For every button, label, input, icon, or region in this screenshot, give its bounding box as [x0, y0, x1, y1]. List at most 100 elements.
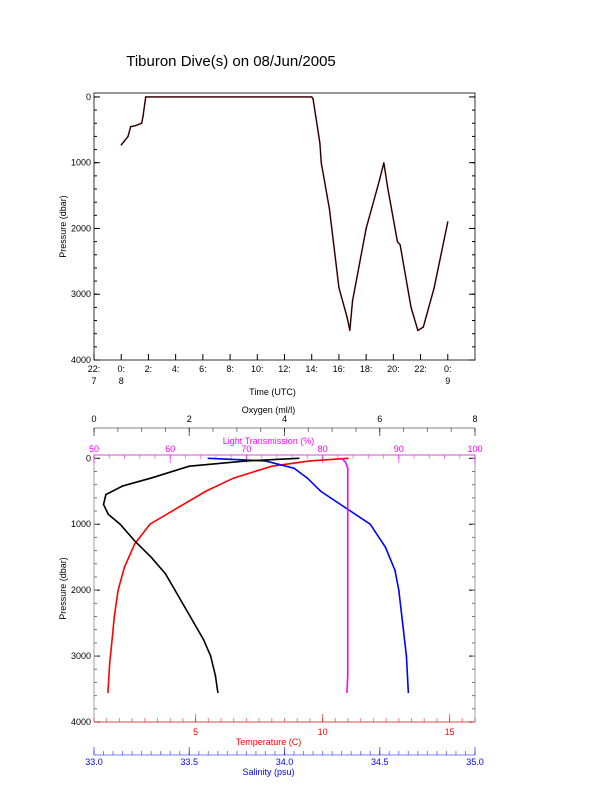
- chart-title: Tiburon Dive(s) on 08/Jun/2005: [126, 53, 336, 70]
- x-tick-label: 7: [91, 376, 96, 386]
- temperature-data-point: [110, 642, 113, 644]
- temperature-data-point: [133, 543, 136, 545]
- data-point: [417, 329, 419, 332]
- y-tick-label: 0: [86, 453, 91, 463]
- salinity-data-point: [369, 523, 372, 526]
- light-data-point: [346, 622, 349, 624]
- oxygen-tick-label: 4: [282, 414, 287, 424]
- salinity-data-point: [405, 655, 408, 657]
- x-tick-label: 2:: [145, 364, 153, 374]
- temperature-data-point: [117, 589, 119, 591]
- temperature-tick-label: 10: [318, 727, 328, 737]
- x-tick-label: 0:: [117, 364, 125, 374]
- light-data-point: [346, 691, 348, 694]
- temperature-data-point: [113, 615, 116, 618]
- light-data-point: [344, 461, 347, 464]
- x-tick-label: 20:: [387, 364, 400, 374]
- light-data-point: [346, 556, 349, 558]
- data-point: [315, 116, 317, 118]
- temperature-data-point: [108, 661, 111, 664]
- temperature-data-point: [347, 457, 349, 460]
- oxygen-data-point: [150, 477, 152, 479]
- data-point: [319, 142, 321, 144]
- x-tick-label: 22:: [88, 364, 101, 374]
- data-point: [433, 287, 435, 289]
- y-tick-label: 1000: [71, 519, 91, 529]
- salinity-tick-label: 34.0: [276, 757, 294, 767]
- x-axis-label: Time (UTC): [249, 387, 296, 397]
- x-tick-label: 10:: [251, 364, 264, 374]
- x-tick-label: 12:: [278, 364, 291, 374]
- light-transmission-tick-label: 70: [241, 444, 251, 454]
- x-tick-label: 22:: [414, 364, 427, 374]
- oxygen-data-point: [214, 675, 217, 677]
- data-point: [127, 135, 129, 138]
- temperature-data-point: [107, 691, 109, 694]
- oxygen-data-point: [183, 605, 186, 608]
- data-point: [338, 287, 340, 289]
- temperature-data-point: [271, 465, 273, 468]
- data-point: [383, 162, 385, 164]
- y-tick-label: 3000: [71, 289, 91, 299]
- x-tick-label: 4:: [172, 364, 180, 374]
- salinity-data-point: [319, 490, 322, 493]
- light-data-point: [346, 675, 349, 677]
- salinity-data-point: [398, 589, 400, 591]
- light-transmission-tick-label: 50: [89, 444, 99, 454]
- oxygen-data-point: [209, 655, 212, 657]
- data-point: [387, 188, 389, 190]
- light-transmission-tick-label: 90: [394, 444, 404, 454]
- y-tick-label: 3000: [71, 651, 91, 661]
- x-tick-label: 14:: [305, 364, 318, 374]
- light-data-point: [346, 490, 349, 493]
- series-line-shadow: [120, 96, 449, 332]
- data-point: [349, 329, 351, 332]
- x-tick-label: 6:: [199, 364, 207, 374]
- temperature-profile-line: [107, 457, 349, 693]
- salinity-data-point: [306, 477, 309, 479]
- data-point: [134, 125, 136, 127]
- light-profile-line: [341, 457, 349, 693]
- salinity-data-point: [207, 457, 210, 460]
- oxygen-data-point: [121, 485, 124, 487]
- temperature-data-point: [204, 490, 207, 493]
- oxygen-data-point: [217, 691, 219, 694]
- oxygen-tick-label: 8: [472, 414, 477, 424]
- oxygen-data-point: [102, 503, 105, 506]
- temperature-tick-label: 15: [445, 727, 455, 737]
- light-data-point: [346, 467, 349, 469]
- data-point: [311, 96, 313, 98]
- oxygen-data-point: [119, 523, 121, 526]
- data-point: [142, 116, 144, 118]
- temperature-tick-label: 5: [193, 727, 198, 737]
- y-axis-label: Pressure (dbar): [58, 195, 68, 258]
- oxygen-data-point: [188, 465, 191, 468]
- x-tick-label: 9: [445, 376, 450, 386]
- temperature-data-point: [149, 523, 151, 526]
- x-tick-label: 16:: [333, 364, 346, 374]
- temperature-data-point: [177, 506, 179, 509]
- x-tick-label: 8:: [226, 364, 234, 374]
- oxygen-data-point: [297, 457, 300, 460]
- data-point: [320, 162, 322, 164]
- temperature-data-point: [309, 460, 311, 462]
- temperature-data-point: [123, 566, 126, 568]
- data-point: [396, 241, 399, 243]
- temperature-data-point: [232, 477, 235, 479]
- light-transmission-tick-label: 80: [318, 444, 328, 454]
- oxygen-axis-label: Oxygen (ml/l): [242, 405, 296, 415]
- data-point: [312, 98, 314, 100]
- data-point: [130, 125, 132, 128]
- oxygen-data-point: [193, 622, 195, 624]
- oxygen-data-point: [164, 572, 167, 575]
- y-tick-label: 4000: [71, 355, 91, 365]
- salinity-tick-label: 34.5: [371, 757, 389, 767]
- plot-frame: [93, 454, 476, 723]
- oxygen-data-point: [105, 493, 107, 496]
- salinity-data-point: [293, 467, 295, 469]
- x-tick-label: 18:: [360, 364, 373, 374]
- light-data-point: [340, 457, 343, 460]
- y-tick-label: 2000: [71, 585, 91, 595]
- oxygen-data-point: [150, 556, 152, 558]
